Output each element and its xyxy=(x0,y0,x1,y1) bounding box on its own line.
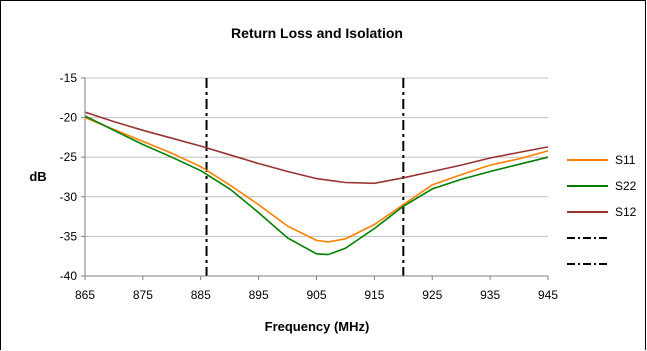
series-line-s12 xyxy=(84,111,549,185)
x-tick-label-865: 865 xyxy=(75,288,95,302)
series-line-s22 xyxy=(84,115,549,256)
x-tick-label-925: 925 xyxy=(422,288,442,302)
series-lines xyxy=(84,111,549,256)
y-tick-label-neg30: -30 xyxy=(60,190,78,204)
y-axis-title: dB xyxy=(29,169,46,184)
x-tick-label-945: 945 xyxy=(538,288,558,302)
y-tick-label-neg15: -15 xyxy=(60,71,78,85)
y-tick-label-neg20: -20 xyxy=(60,111,78,125)
x-tick-label-915: 915 xyxy=(364,288,384,302)
x-tick-label-895: 895 xyxy=(249,288,269,302)
y-tick-labels: -15 -20 -25 -30 -35 -40 xyxy=(60,71,85,283)
legend-label-s12: S12 xyxy=(615,205,637,219)
x-tick-label-905: 905 xyxy=(306,288,326,302)
legend-label-s11: S11 xyxy=(615,153,636,167)
gridlines xyxy=(85,77,548,237)
x-tick-labels: 865 875 885 895 905 915 925 935 945 xyxy=(75,276,558,302)
y-tick-label-neg25: -25 xyxy=(60,150,78,164)
series-line-s11 xyxy=(84,116,549,243)
legend: S11 S22 S12 xyxy=(567,153,637,265)
x-tick-label-875: 875 xyxy=(133,288,153,302)
x-axis-title: Frequency (MHz) xyxy=(265,319,370,334)
chart-title: Return Loss and Isolation xyxy=(231,25,403,41)
marker-lines xyxy=(205,78,405,276)
y-tick-label-neg35: -35 xyxy=(60,229,78,243)
x-tick-label-935: 935 xyxy=(480,288,500,302)
x-tick-label-885: 885 xyxy=(191,288,211,302)
legend-label-s22: S22 xyxy=(615,179,637,193)
y-tick-label-neg40: -40 xyxy=(60,269,78,283)
